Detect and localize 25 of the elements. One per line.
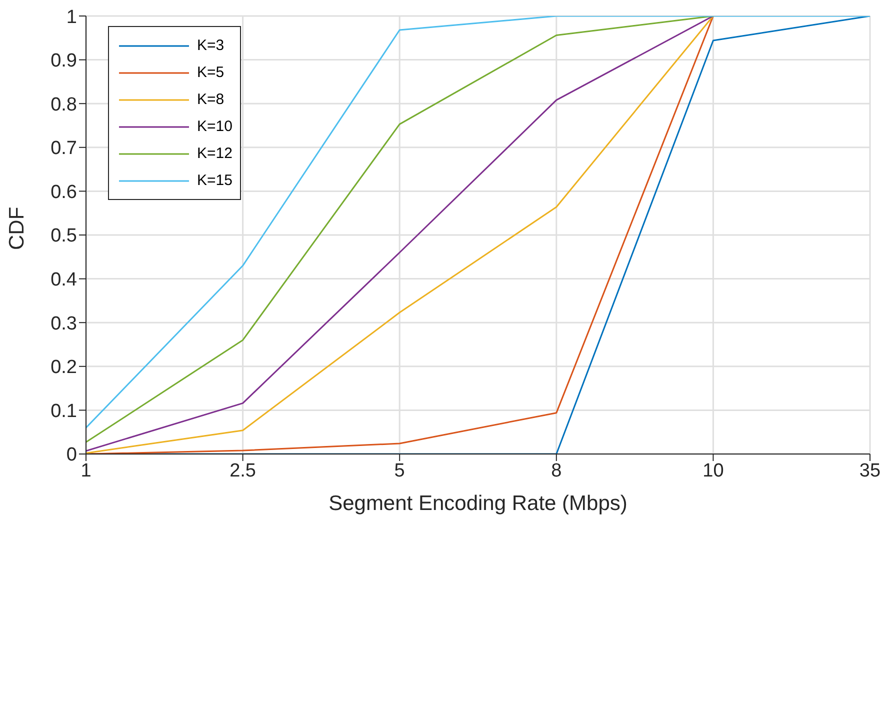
- x-axis-title: Segment Encoding Rate (Mbps): [328, 492, 628, 515]
- x-tick-label: 35: [859, 460, 881, 482]
- legend-label: K=12: [197, 145, 232, 162]
- y-tick-label: 0.9: [50, 50, 77, 72]
- y-tick-label: 0: [66, 444, 77, 466]
- y-tick-label: 0.6: [50, 182, 77, 203]
- x-tick-label: 2.5: [230, 460, 256, 482]
- x-tick-label: 5: [394, 460, 405, 482]
- y-tick-label: 0.3: [50, 313, 77, 334]
- legend-label: K=8: [197, 91, 224, 108]
- y-tick-label: 0.5: [50, 226, 77, 247]
- y-tick-label: 1: [66, 6, 77, 28]
- legend-label: K=5: [197, 64, 224, 81]
- x-tick-label: 10: [702, 460, 724, 482]
- y-tick-label: 0.4: [50, 270, 78, 291]
- x-tick-label: 1: [80, 460, 92, 482]
- legend-label: K=10: [197, 118, 232, 135]
- y-tick-label: 0.1: [50, 400, 77, 422]
- y-tick-label: 0.7: [50, 138, 77, 160]
- y-tick-label: 0.8: [50, 94, 77, 116]
- y-axis-title: CDF: [5, 206, 28, 250]
- legend-label: K=3: [197, 37, 224, 54]
- legend-label: K=15: [197, 172, 232, 189]
- x-tick-label: 8: [551, 460, 562, 482]
- y-tick-label: 0.2: [50, 357, 77, 378]
